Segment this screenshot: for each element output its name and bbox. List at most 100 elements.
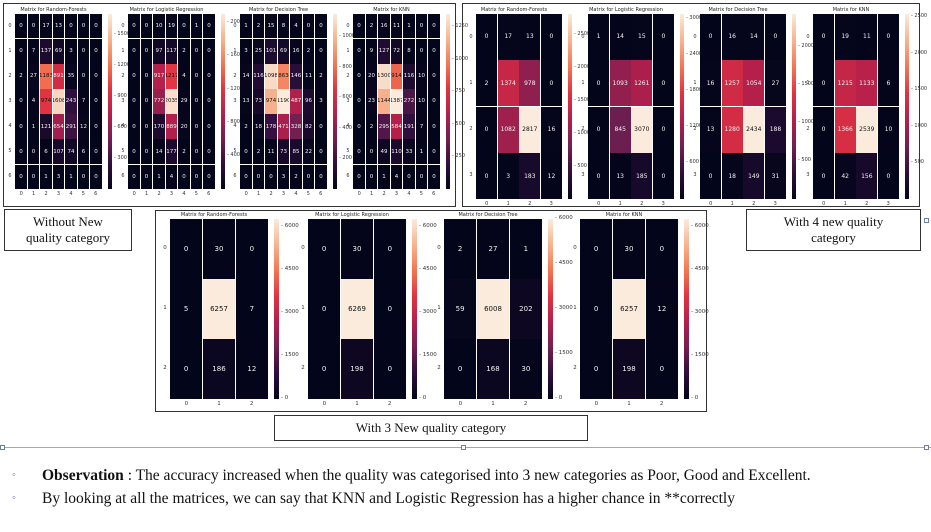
heatmap-cell: 1257 (721, 60, 743, 107)
colorbar-tick-label: - 0 (419, 395, 427, 402)
heatmap-cell: 0 (428, 14, 440, 39)
heatmap-grid: 0 30 0 5 6257 7 0 186 12 (170, 219, 268, 399)
heatmap-cell: 0 (428, 114, 440, 139)
heatmap-cell: 7 (77, 89, 90, 114)
y-tick-label: 1 (346, 48, 350, 54)
heatmap-cell: 1217 (165, 64, 178, 89)
heatmap-cell: 2 (178, 39, 190, 64)
colorbar-tick-label: - 1000 (339, 33, 356, 40)
heatmap-cell: 0 (476, 153, 498, 199)
heatmap-grid: 1 2 15 8 4 0 0 3 25 101 69 16 2 0 14 116 1098 863 146 11 2 13… (240, 14, 327, 189)
colorbar-tick-label: - 1500 (574, 96, 591, 103)
heatmap-cell: 4 (290, 14, 302, 39)
heatmap-cell: 0 (140, 14, 153, 39)
caption-without-new-category: Without New quality category (4, 209, 132, 251)
heatmap-cell: 16 (378, 14, 390, 39)
heatmap-no-new-knn: Matrix for KNN 0 2 16 11 1 0 0 0 9 127 72 8 0 0 0 20 1300… (343, 7, 468, 201)
heatmap-cell: 0 (128, 64, 140, 89)
heatmap-cell: 2 (476, 60, 498, 107)
heatmap-cell: 0 (540, 60, 562, 107)
heatmap-cell: 0 (813, 106, 835, 153)
heatmap-cell: 116 (252, 64, 265, 89)
heatmap-cell: 0 (90, 139, 102, 164)
bullet-icon: ◦ (12, 469, 16, 481)
heatmap-cell: 18 (721, 153, 743, 199)
heatmap-cell: 1 (27, 114, 40, 139)
heatmap-cell: 16 (540, 106, 562, 153)
x-tick-label: 5 (81, 191, 85, 197)
heatmap-cell: 12 (235, 339, 268, 399)
heatmap-cell: 9 (365, 39, 378, 64)
heatmap-cell: 0 (235, 219, 268, 279)
heatmap-cell: 0 (170, 219, 203, 279)
x-tick-label: 5 (194, 191, 198, 197)
heatmap-cell: 0 (128, 114, 140, 139)
heatmap-cell: 2 (15, 64, 27, 89)
y-tick-label: 3 (693, 172, 697, 179)
heatmap-cell: 2 (252, 14, 265, 39)
heatmap-cell: 0 (190, 39, 203, 64)
colorbar-tick-label: - 1600 (227, 52, 244, 59)
heatmap-cell: 0 (353, 14, 365, 39)
colorbar-tick-label: - 400 (227, 152, 240, 159)
heatmap-cell: 0 (428, 164, 440, 189)
heatmap-cell: 149 (743, 153, 765, 199)
heatmap-cell: 3 (65, 39, 77, 64)
heatmap-cell: 0 (15, 139, 27, 164)
colorbar-tick-label: - 1200 (227, 85, 244, 92)
heatmap-cell: 0 (128, 14, 140, 39)
colorbar-tick-label: - 500 (911, 159, 924, 166)
resize-handle-mid[interactable] (461, 445, 466, 450)
y-tick-label: 0 (121, 23, 125, 29)
x-tick-label: 1 (627, 401, 631, 407)
heatmap-cell: 1054 (743, 60, 765, 107)
heatmap-cell: 0 (252, 164, 265, 189)
y-tick-label: 3 (806, 172, 810, 179)
heatmap-cell: 2 (178, 139, 190, 164)
x-tick-label: 5 (306, 191, 310, 197)
heatmap-4cat-random-forests: Matrix for Random-Forests 0 17 13 0 2 1374 978 0… (466, 7, 590, 211)
heatmap-title: Matrix for Logistic Regression (315, 212, 389, 218)
colorbar-tick-label: - 1500 (911, 86, 928, 93)
resize-handle-left[interactable] (0, 445, 5, 450)
x-tick-label: 2 (269, 191, 273, 197)
heatmap-cell: 121 (40, 114, 52, 139)
colorbar-tick-label: - 2000 (798, 43, 815, 50)
heatmap-cell: 0 (315, 139, 327, 164)
heatmap-cell: 0 (652, 106, 674, 153)
heatmap-3cat-decision-tree: Matrix for Decision Tree 2 27 1 59 6008 202 0 16… (434, 212, 572, 411)
x-tick-label: 0 (594, 401, 599, 407)
y-tick-label: 0 (693, 33, 697, 40)
heatmap-cell: 185 (631, 153, 653, 199)
heatmap-title: Matrix for Logistic Regression (129, 7, 204, 13)
resize-handle-right[interactable] (924, 445, 929, 450)
heatmap-cell: 0 (428, 139, 440, 164)
heatmap-cell: 1144 (378, 89, 390, 114)
y-tick-label: 1 (233, 48, 237, 54)
heatmap-title: Matrix for Decision Tree (708, 7, 768, 13)
y-tick-label: 2 (346, 73, 350, 79)
resize-handle-right-top[interactable] (924, 218, 929, 223)
heatmap-cell: 10 (877, 106, 899, 153)
heatmap-cell: 82 (302, 114, 315, 139)
heatmap-cell: 0 (90, 14, 102, 39)
heatmap-cell: 845 (609, 106, 631, 153)
y-tick-label: 2 (581, 126, 585, 133)
heatmap-cell: 0 (65, 14, 77, 39)
x-tick-label: 3 (549, 201, 553, 207)
x-tick-label: 6 (207, 191, 211, 197)
heatmap-cell: 4 (27, 89, 40, 114)
heatmap-cell: 0 (140, 139, 153, 164)
heatmap-cell: 0 (140, 64, 153, 89)
colorbar (221, 14, 225, 189)
y-tick-label: 0 (581, 33, 585, 40)
heatmap-cell: 19 (165, 14, 178, 39)
heatmap-title: Matrix for KNN (373, 7, 410, 13)
heatmap-cell: 891 (52, 64, 65, 89)
heatmap-4cat-knn: Matrix for KNN 0 19 11 0 0 1215 1133 6 0 1366 2539 1… (803, 7, 927, 211)
y-tick-label: 6 (8, 173, 12, 179)
heatmap-cell: 127 (378, 39, 390, 64)
x-tick-label: 5 (419, 191, 423, 197)
colorbar-tick-label: - 800 (227, 118, 240, 125)
heatmap-cell: 13 (609, 153, 631, 199)
